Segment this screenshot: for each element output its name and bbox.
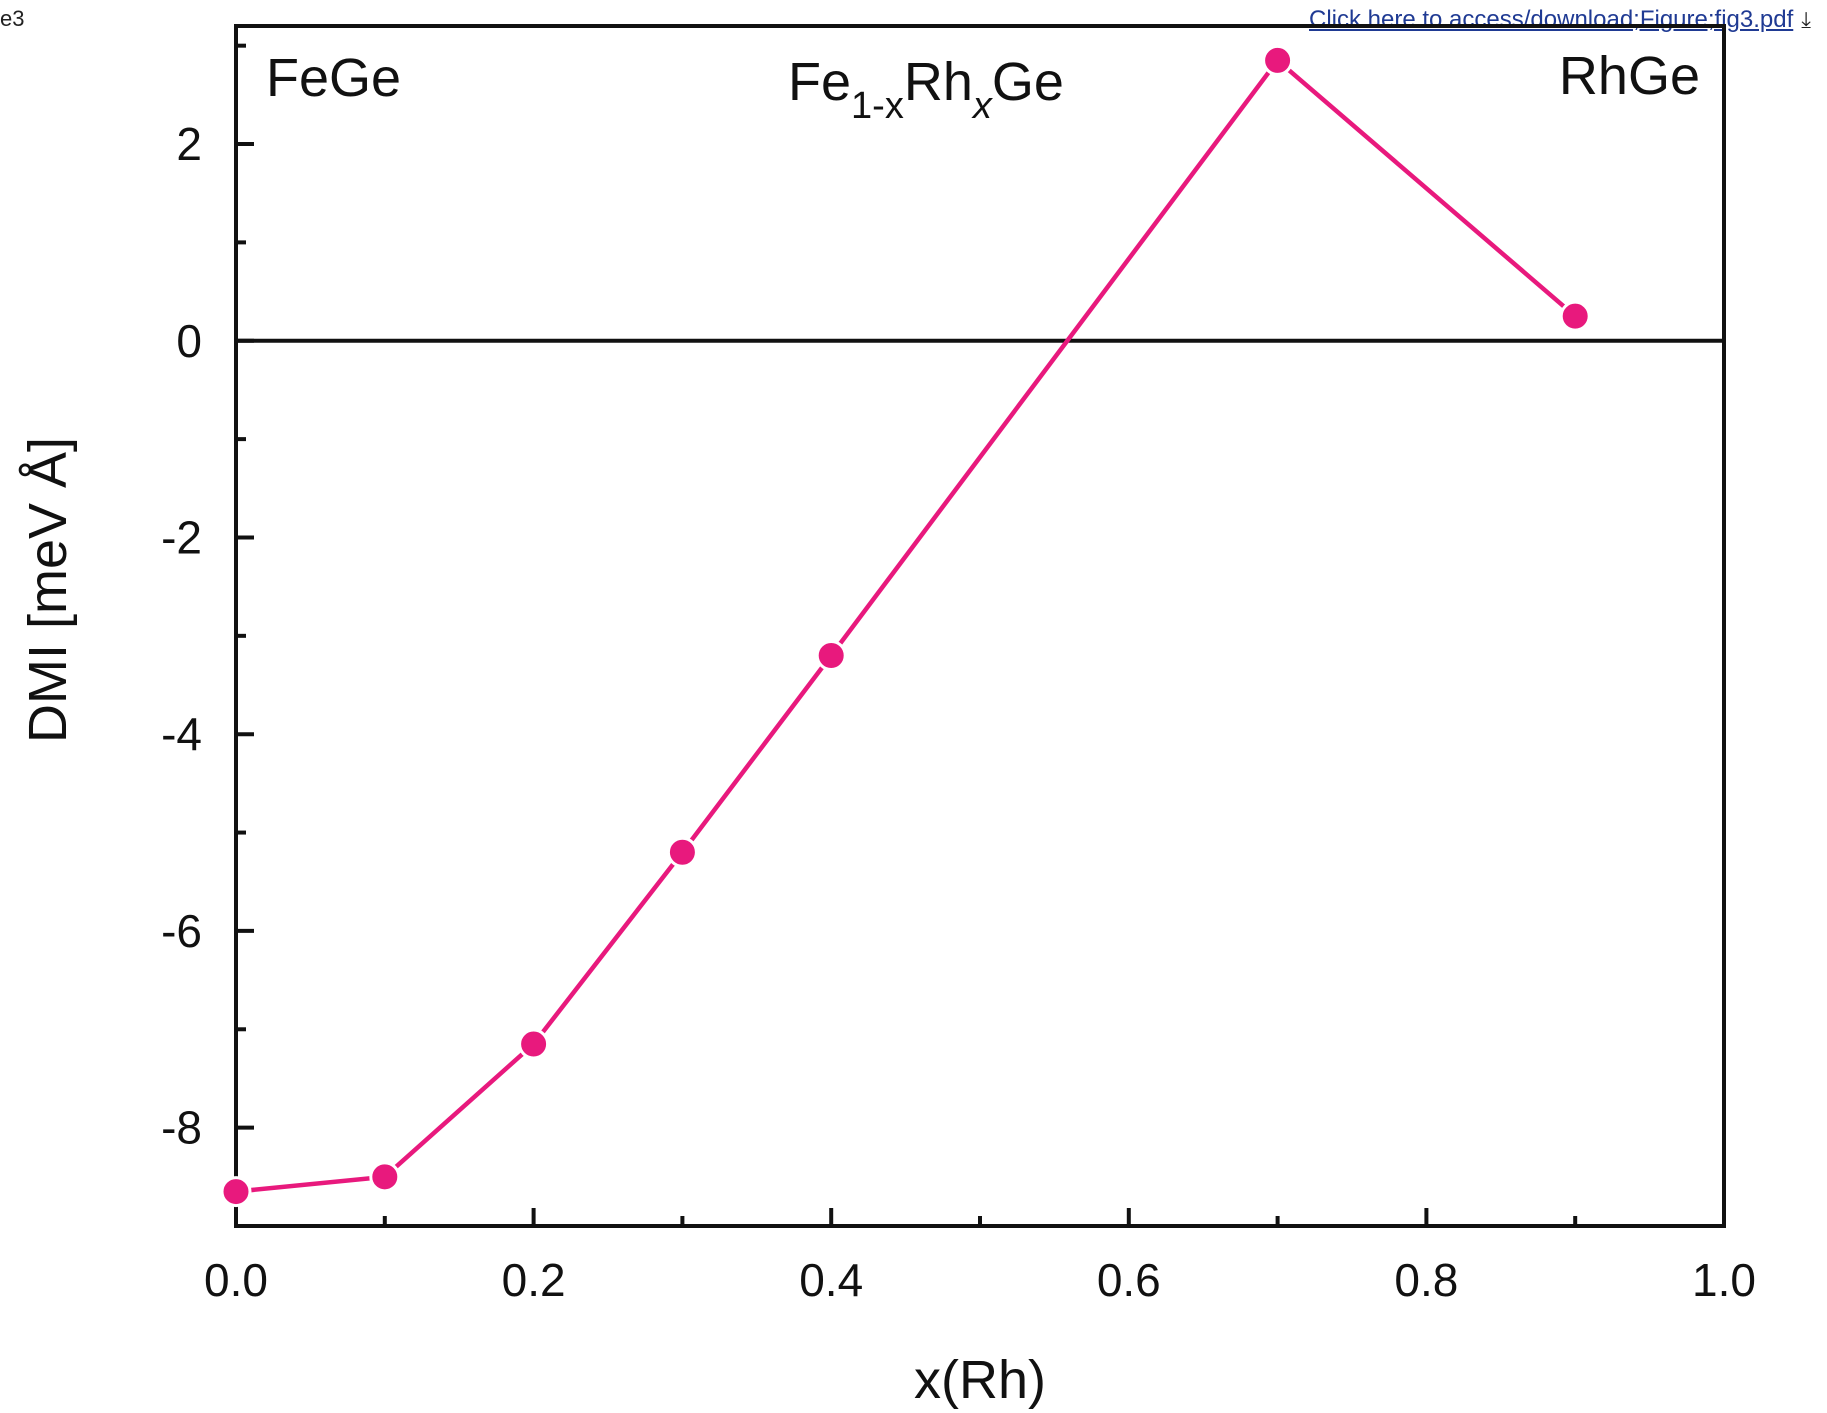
download-link[interactable]: Click here to access/download;Figure;fig… [1309,6,1811,34]
series-points [220,44,1591,1208]
y-tick-label: -4 [161,708,202,760]
annotation-fege: FeGe [266,48,401,108]
x-tick-labels: 0.0 0.2 0.4 0.6 0.8 1.0 [204,1254,1756,1306]
y-axis-title: DMI [meV Å] [18,437,78,743]
x-axis-title: x(Rh) [914,1350,1046,1410]
y-tick-labels: 2 0 -2 -4 -6 -8 [161,118,202,1154]
data-point [815,640,847,672]
download-icon[interactable]: ⤓ [1801,7,1811,32]
y-tick-label: -2 [161,511,202,563]
x-tick-label: 0.6 [1097,1254,1161,1306]
plot-frame [234,24,1726,1228]
download-link-text[interactable]: Click here to access/download;Figure;fig… [1309,6,1794,33]
formula-sub-1-x: 1-x [851,85,904,127]
data-point [1559,300,1591,332]
y-tick-label: -8 [161,1102,202,1154]
x-tick-label: 0.8 [1394,1254,1458,1306]
y-tick-label: 0 [176,315,202,367]
y-axis-ticks [236,43,254,1130]
formula-base-fe: Fe [788,52,851,112]
x-tick-label: 0.2 [502,1254,566,1306]
x-tick-label: 1.0 [1692,1254,1756,1306]
data-point [518,1028,550,1060]
data-point [220,1176,252,1208]
series-line [235,58,1577,1194]
y-tick-label: -6 [161,905,202,957]
x-tick-label: 0.4 [799,1254,863,1306]
annotation-rhge: RhGe [1559,46,1700,106]
formula-base-ge: Ge [992,52,1064,112]
formula-sub-x: x [971,85,994,127]
data-point [369,1161,401,1193]
data-point [666,836,698,868]
x-tick-label: 0.0 [204,1254,268,1306]
formula-base-rh: Rh [904,52,973,112]
page-corner-label: e3 [0,6,25,31]
data-point [1262,44,1294,76]
y-tick-label: 2 [176,118,202,170]
x-axis-ticks [234,1208,1726,1226]
annotation-formula: Fe1-xRhxGe [788,52,1064,127]
